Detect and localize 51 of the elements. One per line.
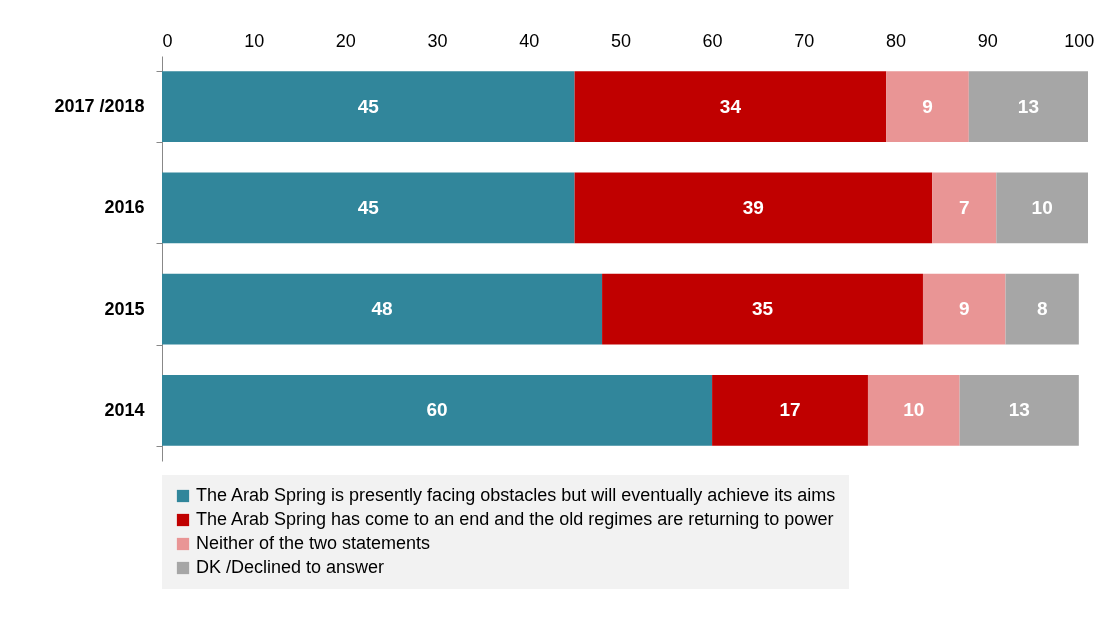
bar	[959, 374, 1079, 446]
data-label: 39	[742, 196, 764, 218]
data-label: 10	[903, 399, 925, 421]
x-tick-label: 90	[977, 30, 998, 51]
legend-label: Neither of the two statements	[196, 533, 431, 553]
x-tick-label: 0	[162, 30, 173, 51]
x-tick-label: 70	[794, 30, 815, 51]
data-label: 9	[922, 95, 933, 117]
bar	[162, 374, 713, 446]
x-tick-label: 30	[427, 30, 448, 51]
x-tick-label: 40	[519, 30, 540, 51]
y-tick-label: 2016	[104, 197, 145, 218]
data-label: 8	[1036, 298, 1048, 320]
data-label: 45	[357, 95, 380, 117]
data-label: 17	[779, 399, 801, 421]
bar	[162, 273, 603, 345]
y-tick-label: 2014	[104, 399, 145, 420]
data-label: 9	[958, 298, 970, 320]
bar	[886, 71, 969, 143]
data-label: 34	[719, 95, 742, 117]
x-tick-label: 50	[610, 30, 631, 51]
bar	[932, 172, 997, 244]
data-label: 13	[1017, 95, 1039, 117]
bar	[712, 374, 868, 446]
x-tick-label: 10	[244, 30, 265, 51]
bar	[602, 273, 923, 345]
data-label: 10	[1031, 196, 1053, 218]
bar	[574, 172, 933, 244]
legend-label: The Arab Spring has come to an end and the old regimes are returning to power	[196, 509, 834, 529]
bar	[162, 172, 575, 244]
data-label: 45	[357, 196, 380, 218]
bar	[996, 172, 1088, 244]
x-tick-label: 60	[702, 30, 723, 51]
legend-label: DK /Declined to answer	[196, 557, 385, 577]
y-tick-label: 2017 /2018	[54, 96, 145, 117]
x-tick-label: 100	[1064, 30, 1095, 51]
bar	[1005, 273, 1079, 345]
x-tick-label: 80	[885, 30, 906, 51]
x-tick-label: 20	[335, 30, 356, 51]
data-label: 35	[751, 298, 774, 320]
data-label: 48	[371, 298, 393, 320]
data-label: 60	[426, 399, 448, 421]
bar	[867, 374, 960, 446]
bar	[968, 71, 1088, 143]
data-label: 13	[1008, 399, 1030, 421]
bar	[162, 71, 575, 143]
y-tick-label: 2015	[104, 298, 145, 319]
legend-label: The Arab Spring is presently facing obstacles but will eventually achieve its aims	[196, 485, 836, 505]
bar	[574, 71, 887, 143]
bar	[922, 273, 1006, 345]
data-label: 7	[958, 196, 970, 218]
